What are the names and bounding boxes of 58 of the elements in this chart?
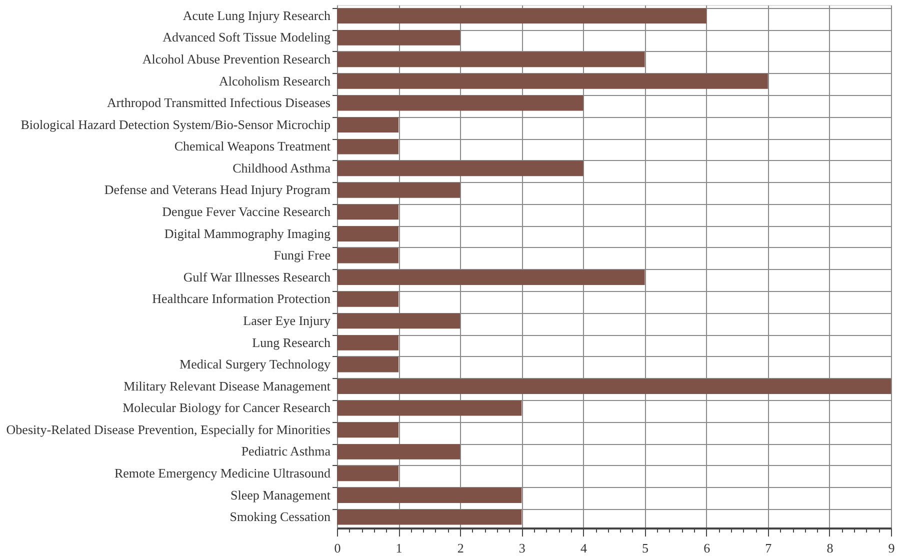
bar xyxy=(337,204,399,220)
y-tick-label: Lung Research xyxy=(252,334,331,350)
bar xyxy=(337,488,522,503)
bar xyxy=(337,182,460,198)
x-tick-label: 9 xyxy=(888,540,895,556)
y-tick-label: Military Relevant Disease Management xyxy=(124,378,331,394)
bar xyxy=(337,422,399,438)
y-tick-label: Dengue Fever Vaccine Research xyxy=(162,204,331,220)
y-tick-label: Defense and Veterans Head Injury Program xyxy=(104,182,330,198)
x-tick-label: 1 xyxy=(396,540,402,556)
y-tick-label: Childhood Asthma xyxy=(232,160,331,176)
bar xyxy=(337,400,522,416)
y-tick-label: Acute Lung Injury Research xyxy=(182,8,331,23)
y-tick-label: Pediatric Asthma xyxy=(241,444,331,459)
x-tick-label: 4 xyxy=(580,540,588,556)
x-tick-label: 2 xyxy=(457,540,464,556)
y-tick-label: Fungi Free xyxy=(274,248,331,263)
bar xyxy=(337,139,399,154)
bar xyxy=(337,226,399,242)
x-tick-label: 8 xyxy=(826,540,834,556)
bar xyxy=(337,270,645,286)
y-tick-label: Gulf War Illnesses Research xyxy=(183,269,331,284)
x-tick-label: 0 xyxy=(334,540,341,556)
y-tick-label: Sleep Management xyxy=(230,487,331,502)
y-tick-label: Biological Hazard Detection System/Bio-Sensor Microchip xyxy=(20,116,330,132)
bar xyxy=(337,444,460,460)
bar xyxy=(337,74,768,89)
x-tick-label: 6 xyxy=(704,540,711,556)
bar xyxy=(337,356,399,372)
bar xyxy=(337,160,584,176)
y-tick-label: Alcohol Abuse Prevention Research xyxy=(142,51,331,66)
bar xyxy=(337,8,706,24)
y-tick-label: Arthropod Transmitted Infectious Diseases xyxy=(106,95,330,110)
y-tick-label: Healthcare Information Protection xyxy=(152,291,331,306)
y-tick-label: Molecular Biology for Cancer Research xyxy=(122,400,331,416)
bar xyxy=(337,313,460,329)
y-tick-label: Obesity-Related Disease Prevention, Especially for Minorities xyxy=(6,422,330,437)
bar xyxy=(337,466,399,482)
bar xyxy=(337,292,399,307)
bar xyxy=(337,30,460,46)
bar xyxy=(337,117,399,132)
x-tick-label: 3 xyxy=(518,540,526,556)
y-tick-label: Alcoholism Research xyxy=(218,73,331,88)
x-tick-label: 5 xyxy=(642,540,649,556)
bar xyxy=(337,509,522,525)
y-tick-label: Chemical Weapons Treatment xyxy=(174,138,331,154)
y-tick-label: Medical Surgery Technology xyxy=(180,356,331,372)
bar xyxy=(337,335,399,350)
x-tick-label: 7 xyxy=(765,540,772,556)
bar xyxy=(337,378,891,394)
bar xyxy=(337,248,399,264)
y-tick-label: Smoking Cessation xyxy=(230,509,331,524)
y-tick-label: Laser Eye Injury xyxy=(243,312,331,328)
y-tick-label: Advanced Soft Tissue Modeling xyxy=(162,30,331,45)
y-tick-label: Digital Mammography Imaging xyxy=(164,226,331,241)
bar xyxy=(337,95,584,111)
bar xyxy=(337,52,645,68)
y-tick-label: Remote Emergency Medicine Ultrasound xyxy=(114,466,331,481)
